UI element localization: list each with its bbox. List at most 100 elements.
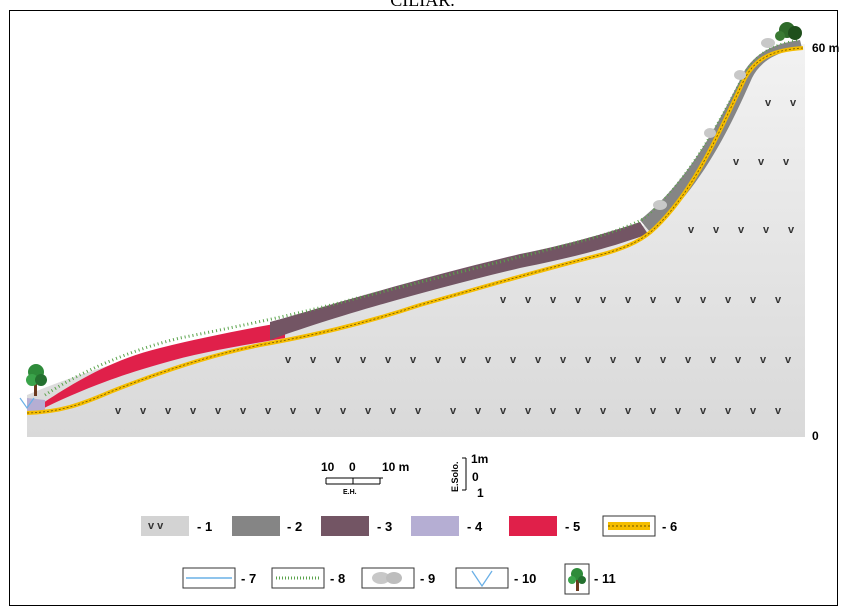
valley-symbol bbox=[19, 397, 35, 410]
svg-text:v: v bbox=[775, 294, 782, 306]
svg-text:v: v bbox=[785, 354, 792, 366]
svg-text:v: v bbox=[215, 405, 222, 417]
soil-scale-bottom: 1 bbox=[477, 486, 484, 500]
svg-text:v: v bbox=[775, 405, 782, 417]
svg-text:v: v bbox=[335, 354, 342, 366]
legend-label: - 2 bbox=[287, 519, 302, 534]
legend-item-6: - 6 bbox=[602, 515, 677, 537]
svg-text:v: v bbox=[390, 405, 397, 417]
svg-text:v: v bbox=[765, 97, 772, 109]
hscale-left-label: 10 bbox=[321, 460, 335, 474]
svg-text:v: v bbox=[700, 294, 707, 306]
svg-text:v: v bbox=[410, 354, 417, 366]
svg-text:v: v bbox=[550, 294, 557, 306]
horizontal-scale: 10 0 10 m E.H. bbox=[321, 460, 409, 496]
svg-text:v: v bbox=[510, 354, 517, 366]
svg-text:v: v bbox=[500, 294, 507, 306]
svg-text:v: v bbox=[165, 405, 172, 417]
svg-text:v: v bbox=[750, 294, 757, 306]
svg-text:v: v bbox=[290, 405, 297, 417]
hscale-right-label: 10 m bbox=[382, 460, 409, 474]
svg-text:v: v bbox=[725, 405, 732, 417]
svg-text:v: v bbox=[415, 405, 422, 417]
svg-text:v: v bbox=[750, 405, 757, 417]
boulder bbox=[653, 200, 667, 210]
svg-text:v: v bbox=[365, 405, 372, 417]
legend-item-8: - 8 bbox=[271, 567, 345, 589]
svg-text:v: v bbox=[460, 354, 467, 366]
svg-text:v: v bbox=[525, 294, 532, 306]
svg-text:v: v bbox=[758, 156, 765, 168]
svg-text:v: v bbox=[550, 405, 557, 417]
svg-text:v: v bbox=[360, 354, 367, 366]
legend-item-1: v v - 1 bbox=[141, 516, 212, 536]
svg-text:v: v bbox=[783, 156, 790, 168]
svg-text:v: v bbox=[660, 354, 667, 366]
svg-text:v: v bbox=[600, 294, 607, 306]
svg-text:v: v bbox=[575, 405, 582, 417]
soil-scale-name: E.Solo. bbox=[450, 461, 460, 492]
legend-label: - 1 bbox=[197, 519, 212, 534]
svg-text:v: v bbox=[763, 224, 770, 236]
svg-text:v: v bbox=[675, 405, 682, 417]
svg-text:v: v bbox=[585, 354, 592, 366]
legend-label: - 10 bbox=[514, 571, 536, 586]
svg-text:v: v bbox=[725, 294, 732, 306]
legend-item-7: - 7 bbox=[182, 567, 256, 589]
svg-text:v: v bbox=[650, 294, 657, 306]
elevation-top-label: 60 m bbox=[812, 41, 839, 55]
boulder bbox=[761, 38, 775, 48]
svg-text:v: v bbox=[475, 405, 482, 417]
svg-text:v: v bbox=[560, 354, 567, 366]
soil-scale: E.Solo. 1m 0 1 bbox=[450, 452, 488, 500]
boulder bbox=[734, 70, 746, 80]
legend-label: - 6 bbox=[662, 519, 677, 534]
legend-label: - 4 bbox=[467, 519, 483, 534]
svg-text:v: v bbox=[610, 354, 617, 366]
legend-label: - 9 bbox=[420, 571, 435, 586]
svg-text:v: v bbox=[315, 405, 322, 417]
svg-text:v: v bbox=[733, 156, 740, 168]
svg-text:v: v bbox=[190, 405, 197, 417]
svg-text:v: v bbox=[385, 354, 392, 366]
legend-item-2: - 2 bbox=[232, 516, 302, 536]
svg-text:v: v bbox=[140, 405, 147, 417]
grass-line bbox=[44, 216, 646, 397]
legend-label: - 3 bbox=[377, 519, 392, 534]
tree-icon bbox=[26, 364, 47, 396]
legend-item-10: - 10 bbox=[455, 567, 536, 589]
svg-text:v: v bbox=[240, 405, 247, 417]
svg-text:v: v bbox=[115, 405, 122, 417]
boulder bbox=[704, 128, 716, 138]
svg-text:v: v bbox=[760, 354, 767, 366]
brown-soil-layer bbox=[270, 222, 648, 340]
elevation-bottom-label: 0 bbox=[812, 429, 819, 443]
svg-text:v: v bbox=[500, 405, 507, 417]
svg-text:v: v bbox=[635, 354, 642, 366]
svg-text:v: v bbox=[713, 224, 720, 236]
svg-text:v: v bbox=[485, 354, 492, 366]
hscale-name: E.H. bbox=[343, 489, 357, 496]
legend: v v - 1 - 2 - 3 - 4 - 5 - 6 - bbox=[141, 515, 677, 595]
grey-soil-layer bbox=[640, 40, 802, 232]
legend-label: - 8 bbox=[330, 571, 345, 586]
legend-label: - 11 bbox=[594, 571, 616, 586]
legend-label: - 5 bbox=[565, 519, 580, 534]
red-soil-layer bbox=[40, 322, 285, 410]
svg-text:v: v bbox=[700, 405, 707, 417]
svg-text:v: v bbox=[575, 294, 582, 306]
legend-item-9: - 9 bbox=[361, 567, 435, 589]
tree-icon bbox=[775, 22, 802, 41]
svg-text:v: v bbox=[310, 354, 317, 366]
hscale-zero-label: 0 bbox=[349, 460, 356, 474]
svg-text:v: v bbox=[265, 405, 272, 417]
figure-caption: CILIAR. bbox=[390, 0, 455, 10]
svg-text:v: v bbox=[625, 294, 632, 306]
svg-text:v: v bbox=[688, 224, 695, 236]
svg-text:v: v bbox=[535, 354, 542, 366]
svg-text:v: v bbox=[788, 224, 795, 236]
svg-text:v: v bbox=[285, 354, 292, 366]
svg-text:v v: v v bbox=[148, 520, 164, 532]
